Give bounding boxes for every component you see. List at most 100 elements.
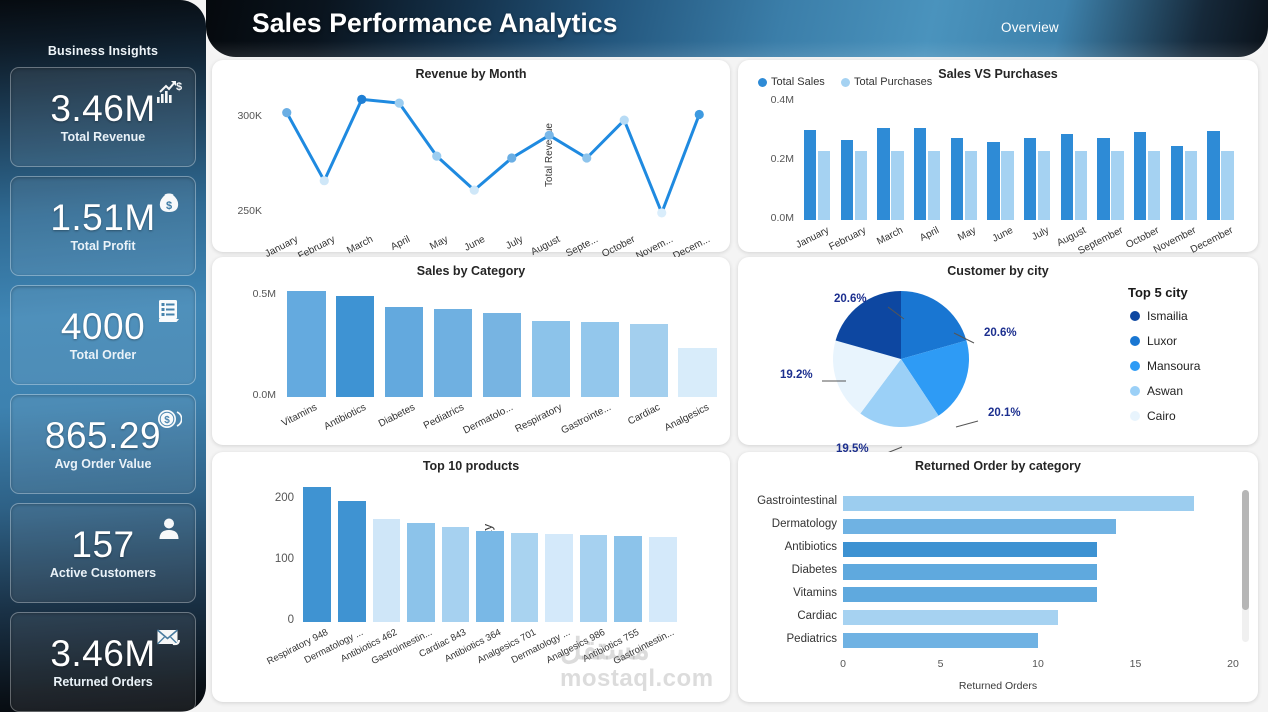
bar-category[interactable] bbox=[385, 306, 424, 397]
data-point[interactable] bbox=[657, 208, 667, 218]
bar-product[interactable] bbox=[648, 536, 677, 622]
bar-total-sales[interactable] bbox=[1024, 137, 1037, 220]
bar-product[interactable] bbox=[476, 531, 504, 622]
bar-product[interactable] bbox=[407, 522, 435, 622]
data-point[interactable] bbox=[694, 109, 704, 120]
pie-legend-item-cairo[interactable]: Cairo bbox=[1130, 409, 1176, 423]
x-tick-label: Antibiotics bbox=[322, 402, 369, 433]
x-tick-label: Gastrointe... bbox=[559, 402, 613, 437]
kpi-value: 157 bbox=[71, 524, 135, 565]
bar-total-purchases[interactable] bbox=[964, 150, 978, 220]
line-series-total-revenue[interactable] bbox=[268, 88, 718, 228]
bar-category[interactable] bbox=[434, 309, 473, 397]
pie-value-label: 20.1% bbox=[988, 407, 1021, 419]
bar-total-purchases[interactable] bbox=[1038, 150, 1051, 220]
bar-returned-category[interactable] bbox=[843, 564, 1097, 580]
pie-slice[interactable] bbox=[833, 340, 901, 414]
pie-slice[interactable] bbox=[860, 359, 939, 427]
bar-category[interactable] bbox=[629, 324, 668, 397]
bar-total-purchases[interactable] bbox=[928, 150, 941, 220]
bar-category[interactable] bbox=[287, 290, 326, 397]
kpi-card-total-profit[interactable]: $1.51M Total Profit bbox=[10, 176, 196, 276]
bar-returned-category[interactable] bbox=[843, 610, 1058, 626]
pie-slice[interactable] bbox=[835, 291, 901, 359]
data-point[interactable] bbox=[582, 153, 592, 163]
legend-total-purchases[interactable]: Total Purchases bbox=[841, 76, 932, 88]
bar-total-sales[interactable] bbox=[987, 142, 1000, 220]
pie-legend-title: Top 5 city bbox=[1128, 285, 1188, 300]
y-tick-label: Diabetes bbox=[791, 564, 837, 576]
data-point[interactable] bbox=[469, 185, 479, 195]
bar-product[interactable] bbox=[338, 500, 366, 622]
bar-total-purchases[interactable] bbox=[1111, 150, 1124, 220]
bar-total-purchases[interactable] bbox=[891, 150, 904, 220]
envelope-return-icon bbox=[156, 625, 182, 651]
data-point[interactable] bbox=[507, 153, 517, 163]
pie-legend-item-ismailia[interactable]: Ismailia bbox=[1130, 309, 1188, 323]
bar-total-purchases[interactable] bbox=[1221, 150, 1234, 220]
bar-total-sales[interactable] bbox=[1134, 131, 1147, 220]
data-point[interactable] bbox=[619, 115, 629, 125]
legend-total-sales[interactable]: Total Sales bbox=[758, 76, 825, 88]
bar-returned-category[interactable] bbox=[843, 633, 1038, 649]
bar-product[interactable] bbox=[441, 527, 470, 622]
bar-product[interactable] bbox=[579, 535, 608, 622]
bar-product[interactable] bbox=[545, 534, 573, 622]
kpi-card-total-order[interactable]: 4000 Total Order bbox=[10, 285, 196, 385]
pie-legend-item-mansoura[interactable]: Mansoura bbox=[1130, 359, 1200, 373]
bar-total-purchases[interactable] bbox=[1001, 150, 1014, 220]
data-point[interactable] bbox=[544, 130, 554, 140]
data-point[interactable] bbox=[394, 98, 404, 108]
view-label-overview[interactable]: Overview bbox=[1001, 20, 1059, 35]
bar-category[interactable] bbox=[678, 347, 717, 397]
kpi-label: Active Customers bbox=[49, 566, 157, 580]
pie-slice[interactable] bbox=[901, 340, 969, 416]
bar-total-purchases[interactable] bbox=[1184, 150, 1198, 220]
bar-total-purchases[interactable] bbox=[1074, 150, 1088, 220]
bar-total-sales[interactable] bbox=[1207, 130, 1220, 220]
bar-total-sales[interactable] bbox=[1170, 145, 1184, 220]
card-customer-by-city: Customer by city 20.6% 20.1% 19.5% 19.2% 20.… bbox=[738, 257, 1258, 456]
bar-total-sales[interactable] bbox=[1060, 134, 1074, 220]
vertical-scrollbar-track[interactable] bbox=[1242, 490, 1249, 642]
bar-returned-category[interactable] bbox=[843, 587, 1097, 603]
card-sales-by-category: Sales by Category Total Revenue 0.0M0.5M… bbox=[212, 257, 730, 445]
bar-returned-category[interactable] bbox=[843, 541, 1097, 557]
bar-total-sales[interactable] bbox=[840, 139, 854, 220]
bar-product[interactable] bbox=[614, 536, 642, 622]
y-tick-label: Antibiotics bbox=[784, 541, 837, 554]
data-point[interactable] bbox=[432, 151, 442, 161]
data-point[interactable] bbox=[357, 94, 367, 104]
bar-total-sales[interactable] bbox=[1097, 137, 1110, 220]
kpi-card-returned-orders[interactable]: 3.46M Returned Orders bbox=[10, 612, 196, 712]
bar-product[interactable] bbox=[303, 487, 332, 622]
bar-total-purchases[interactable] bbox=[854, 150, 868, 220]
bar-total-sales[interactable] bbox=[950, 138, 964, 220]
pie-legend-item-luxor[interactable]: Luxor bbox=[1130, 334, 1177, 348]
x-tick-label: Respiratory bbox=[513, 402, 564, 436]
bar-total-sales[interactable] bbox=[877, 127, 890, 220]
data-point[interactable] bbox=[282, 107, 292, 118]
vertical-scrollbar-thumb[interactable] bbox=[1242, 490, 1249, 610]
bar-product[interactable] bbox=[510, 533, 539, 622]
bar-category[interactable] bbox=[336, 295, 375, 397]
kpi-card-avg-order-value[interactable]: $865.29 Avg Order Value bbox=[10, 394, 196, 494]
pie-slice[interactable] bbox=[901, 291, 967, 359]
plot-area-sales-vs-purchases: 0.0M 0.2M 0.4M January February March April May… bbox=[771, 94, 1240, 257]
bar-total-sales[interactable] bbox=[804, 130, 817, 220]
bar-product[interactable] bbox=[372, 519, 401, 622]
data-point[interactable] bbox=[319, 176, 329, 186]
bar-returned-category[interactable] bbox=[843, 495, 1194, 511]
bar-total-purchases[interactable] bbox=[818, 150, 831, 220]
pie-legend-item-aswan[interactable]: Aswan bbox=[1130, 384, 1183, 398]
kpi-card-total-revenue[interactable]: $3.46M Total Revenue bbox=[10, 67, 196, 167]
bar-category[interactable] bbox=[531, 321, 570, 397]
bar-category[interactable] bbox=[580, 321, 619, 397]
bar-category[interactable] bbox=[482, 313, 522, 397]
kpi-card-active-customers[interactable]: 157 Active Customers bbox=[10, 503, 196, 603]
bar-total-purchases[interactable] bbox=[1148, 150, 1161, 220]
pie-chart-customer-by-city[interactable] bbox=[816, 284, 986, 434]
kpi-value: 3.46M bbox=[50, 633, 156, 674]
bar-returned-category[interactable] bbox=[843, 518, 1116, 534]
bar-total-sales[interactable] bbox=[914, 128, 927, 220]
